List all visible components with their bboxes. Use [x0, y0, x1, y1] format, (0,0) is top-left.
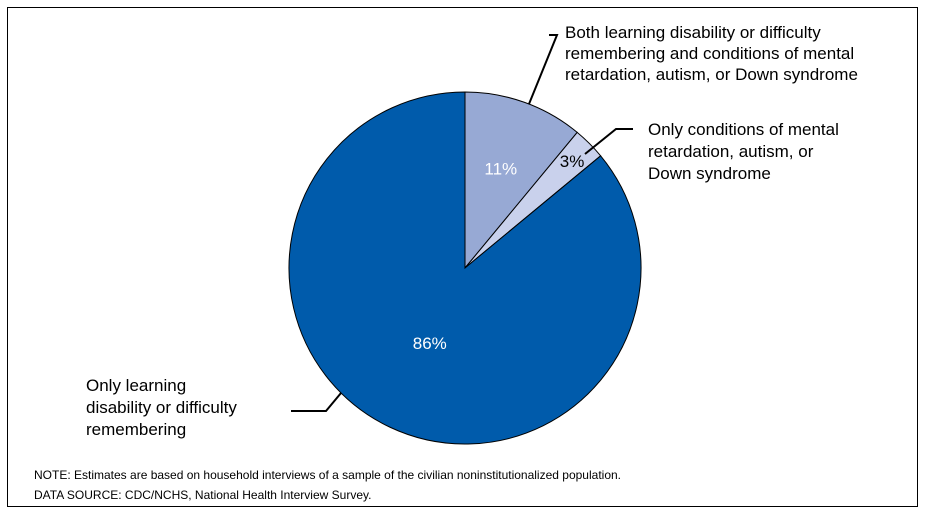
- slice-category-label-0: Both learning disability or difficulty re…: [565, 23, 858, 84]
- slice-category-label-2: Only learning disability or difficulty rem…: [86, 376, 237, 439]
- pie-chart: 11% 3% 86% Both learning disability or diff…: [86, 23, 858, 445]
- slice-value-label-1: 3%: [560, 152, 585, 171]
- chart-note: NOTE: Estimates are based on household i…: [34, 468, 621, 482]
- slice-category-label-1: Only conditions of mental retardation, au…: [648, 120, 839, 183]
- slice-value-label-2: 86%: [413, 334, 447, 353]
- chart-frame: 11% 3% 86% Both learning disability or diff…: [7, 7, 918, 507]
- pie-slice-2: [288, 91, 642, 445]
- leader-line-2: [291, 392, 342, 412]
- leader-line-1: [584, 128, 633, 155]
- slice-value-label-0: 11%: [484, 160, 517, 179]
- pie-slice-0: [464, 91, 578, 270]
- leader-line-0: [528, 34, 559, 105]
- chart-source: DATA SOURCE: CDC/NCHS, National Health I…: [34, 488, 372, 502]
